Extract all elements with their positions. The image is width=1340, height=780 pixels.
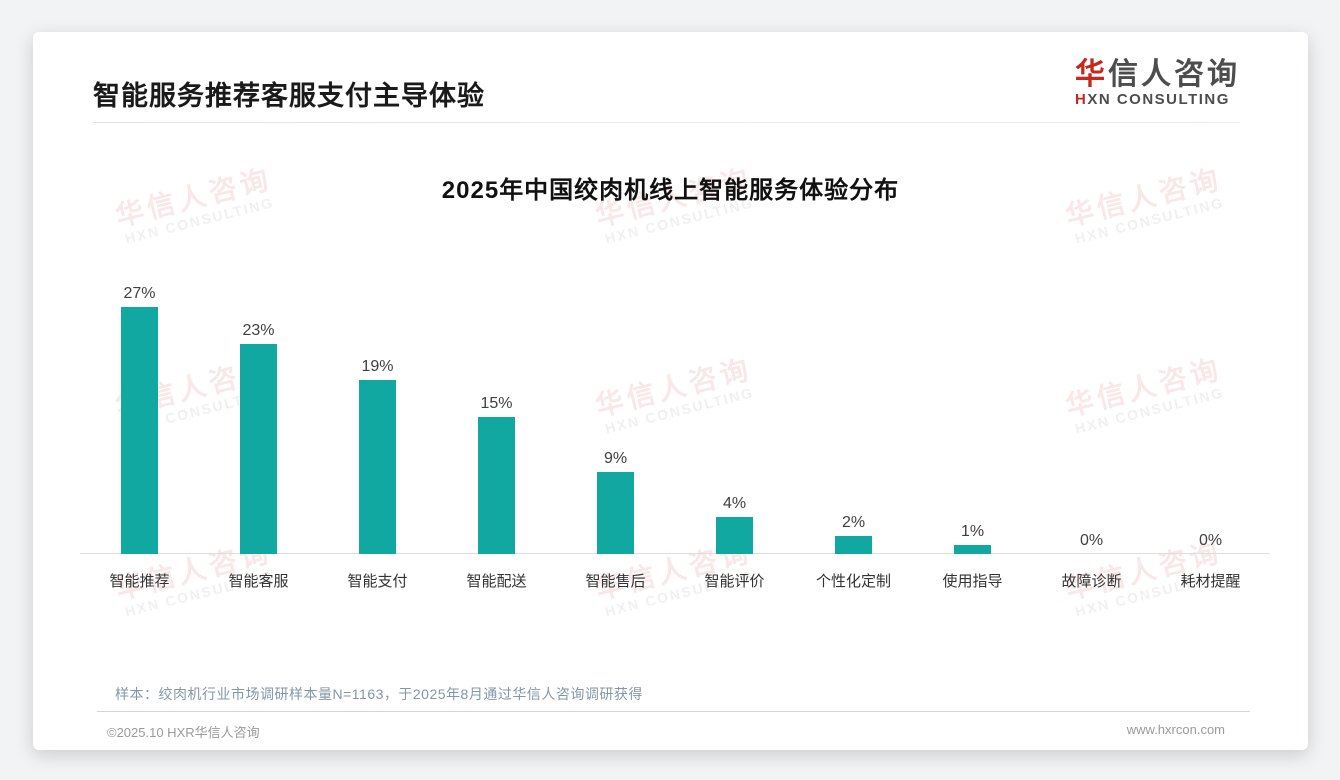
bar-category-label: 智能评价 [704, 573, 765, 590]
bar-value-label: 27% [123, 284, 156, 302]
bar [835, 535, 872, 554]
page-title: 智能服务推荐客服支付主导体验 [93, 81, 485, 111]
footer-divider [97, 711, 1250, 712]
bar-value-label: 19% [361, 358, 394, 376]
bar [240, 343, 277, 554]
bar [121, 306, 158, 554]
bar-category-label: 智能支付 [347, 573, 408, 590]
copyright-text: ©2025.10 HXR华信人咨询 [107, 725, 260, 740]
company-logo: 华信人咨询 HXN CONSULTING [1075, 58, 1240, 108]
bar-value-label: 23% [242, 321, 275, 339]
bar-column: 1% 使用指导 [913, 267, 1032, 590]
bar-category-label: 智能配送 [466, 573, 527, 590]
bar-column: 27% 智能推荐 [80, 267, 199, 590]
bar [716, 517, 753, 554]
bar-column: 0% 耗材提醒 [1151, 267, 1270, 591]
bar-column: 19% 智能支付 [318, 267, 437, 590]
bar-column: 4% 智能评价 [675, 267, 794, 590]
bar-category-label: 故障诊断 [1061, 573, 1122, 590]
bar-category-label: 智能推荐 [109, 573, 170, 590]
bar [478, 416, 515, 554]
bar-column: 15% 智能配送 [437, 267, 556, 590]
logo-chinese-text: 华信人咨询 [1075, 58, 1240, 91]
bar-value-label: 0% [1198, 532, 1223, 549]
report-card: 华信人咨询 HXN CONSULTING 华信人咨询 HXN CONSULTING 华信… [33, 32, 1308, 750]
bar-category-label: 使用指导 [942, 573, 1003, 590]
x-axis-line [80, 553, 1270, 554]
bar-column: 2% 个性化定制 [794, 267, 913, 590]
bar-value-label: 1% [960, 522, 985, 540]
bar-chart: 27% 智能推荐 23% 智能客服 19% 智能支付 15% 智能配送 9% 智… [80, 267, 1270, 591]
footer-bar: ©2025.10 HXR华信人咨询 www.hxrcon.com [107, 722, 1225, 741]
bar-category-label: 智能客服 [228, 573, 289, 590]
website-url: www.hxrcon.com [1126, 722, 1225, 737]
bar-column: 0% 故障诊断 [1032, 267, 1151, 591]
bar-column: 23% 智能客服 [199, 267, 318, 590]
header-divider [93, 122, 1240, 123]
bar-category-label: 智能售后 [585, 573, 646, 590]
chart-title: 2025年中国绞肉机线上智能服务体验分布 [441, 177, 900, 204]
sample-footnote: 样本：绞肉机行业市场调研样本量N=1163，于2025年8月通过华信人咨询调研获… [115, 686, 643, 702]
bar-value-label: 9% [603, 449, 628, 467]
bar-value-label: 0% [1079, 532, 1104, 549]
bar [597, 471, 634, 554]
bar-value-label: 2% [841, 513, 866, 531]
bar [359, 380, 396, 554]
bar-column: 9% 智能售后 [556, 267, 675, 590]
bar-value-label: 15% [480, 394, 513, 412]
bar-category-label: 耗材提醒 [1180, 573, 1241, 590]
logo-english-text: HXN CONSULTING [1075, 91, 1230, 108]
bar [954, 544, 991, 554]
bar-category-label: 个性化定制 [815, 573, 891, 590]
bar-value-label: 4% [722, 495, 747, 513]
